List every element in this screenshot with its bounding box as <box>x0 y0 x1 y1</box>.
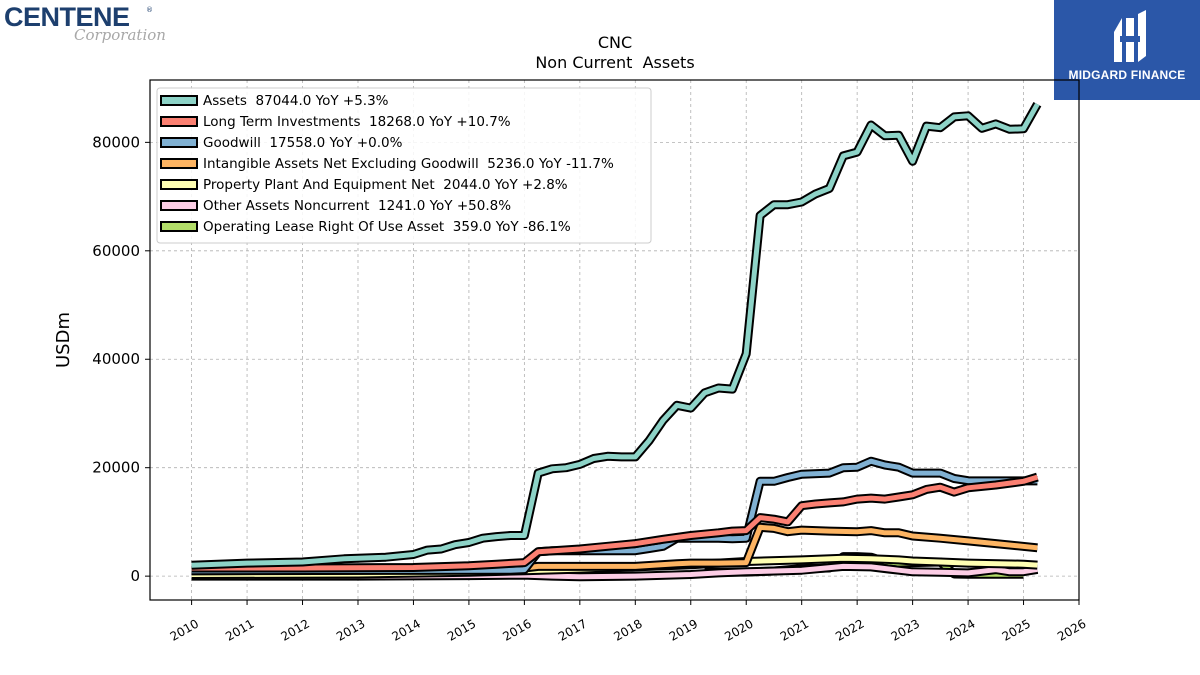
series-goodwill <box>191 456 1038 576</box>
y-tick-label: 0 <box>130 567 140 585</box>
chart-subtitle: Non Current Assets <box>535 53 694 72</box>
legend-swatch <box>160 137 198 148</box>
series-line <box>191 524 1038 574</box>
series-intangible-assets-net-excluding-goodwill <box>191 522 1038 576</box>
series-long-term-investments <box>191 472 1039 573</box>
x-tick-label: 2013 <box>334 616 367 643</box>
legend-label: Other Assets Noncurrent 1241.0 YoY +50.8… <box>203 198 511 214</box>
x-tick-label: 2022 <box>833 616 866 643</box>
series-outline <box>191 456 1038 576</box>
x-tick-label: 2018 <box>611 616 644 643</box>
y-axis-label: USDm <box>53 312 74 368</box>
legend-swatch <box>160 179 198 190</box>
x-tick-label: 2011 <box>223 616 256 643</box>
legend-box <box>156 87 652 244</box>
x-tick-label: 2023 <box>889 616 922 643</box>
x-tick-label: 2019 <box>667 616 700 643</box>
legend-label: Property Plant And Equipment Net 2044.0 … <box>203 177 568 193</box>
x-tick-label: 2017 <box>556 616 589 643</box>
legend-label: Operating Lease Right Of Use Asset 359.0… <box>203 219 571 235</box>
legend-label: Goodwill 17558.0 YoY +0.0% <box>203 135 403 151</box>
legend-label: Intangible Assets Net Excluding Goodwill… <box>203 156 614 172</box>
plot-frame <box>149 79 1080 601</box>
legend-swatch <box>160 95 198 106</box>
y-tick-label: 60000 <box>92 242 140 260</box>
midgard-logo-name: MIDGARD FINANCE <box>1068 68 1186 82</box>
x-tick-label: 2026 <box>1055 616 1088 643</box>
midgard-finance-logo: MIDGARD FINANCE <box>1054 0 1200 100</box>
x-tick-label: 2016 <box>500 616 533 643</box>
series-layer <box>191 101 1042 582</box>
x-tick-label: 2021 <box>778 616 811 643</box>
x-tick-label: 2024 <box>944 616 977 643</box>
legend-label: Assets 87044.0 YoY +5.3% <box>203 93 389 109</box>
logo-sub-text: Corporation <box>74 26 166 44</box>
series-other-assets-noncurrent <box>191 561 1039 582</box>
x-tick-label: 2020 <box>722 616 755 643</box>
chart-title: CNC <box>598 33 632 52</box>
series-assets <box>191 101 1042 570</box>
x-tick-label: 2012 <box>279 616 312 643</box>
legend-swatch <box>160 116 198 127</box>
legend: Assets 87044.0 YoY +5.3% Long Term Invest… <box>156 87 652 244</box>
y-tick-label: 80000 <box>92 133 140 151</box>
centene-logo: CENTENE ® Corporation <box>4 2 194 46</box>
y-tick-label: 20000 <box>92 459 140 477</box>
y-tick-label: 40000 <box>92 350 140 368</box>
x-tick-label: 2010 <box>168 616 201 643</box>
series-line <box>191 563 1038 580</box>
legend-swatch <box>160 200 198 211</box>
x-tick-label: 2014 <box>389 616 422 643</box>
legend-swatch <box>160 221 198 232</box>
logo-brand-text: CENTENE <box>4 2 130 32</box>
series-line <box>191 474 1039 571</box>
midgard-logo-icon <box>1114 10 1146 62</box>
x-tick-label: 2025 <box>1000 616 1033 643</box>
legend-label: Long Term Investments 18268.0 YoY +10.7% <box>203 114 511 130</box>
series-line <box>191 102 1040 568</box>
legend-swatch <box>160 158 198 169</box>
x-tick-label: 2015 <box>445 616 478 643</box>
logo-registered-mark: ® <box>146 6 153 14</box>
